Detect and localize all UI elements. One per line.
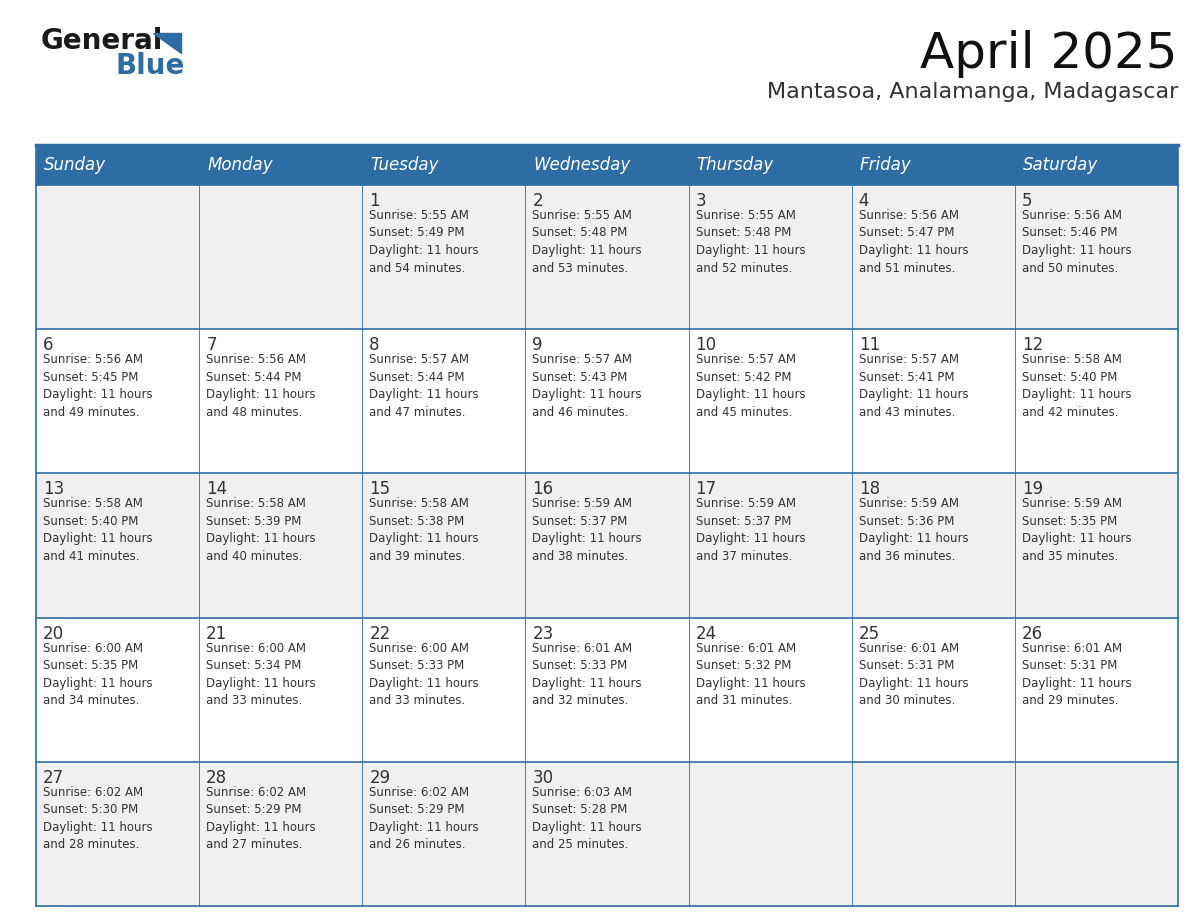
Text: Saturday: Saturday xyxy=(1023,156,1098,174)
Text: 17: 17 xyxy=(695,480,716,498)
Text: 12: 12 xyxy=(1022,336,1043,354)
Text: General: General xyxy=(42,27,164,55)
Text: 27: 27 xyxy=(43,768,64,787)
Text: Sunrise: 5:57 AM
Sunset: 5:44 PM
Daylight: 11 hours
and 47 minutes.: Sunrise: 5:57 AM Sunset: 5:44 PM Dayligh… xyxy=(369,353,479,419)
Bar xyxy=(36,185,1178,330)
Text: 2: 2 xyxy=(532,192,543,210)
Text: 28: 28 xyxy=(207,768,227,787)
Text: Mantasoa, Analamanga, Madagascar: Mantasoa, Analamanga, Madagascar xyxy=(766,82,1178,102)
Text: Sunrise: 5:56 AM
Sunset: 5:47 PM
Daylight: 11 hours
and 51 minutes.: Sunrise: 5:56 AM Sunset: 5:47 PM Dayligh… xyxy=(859,209,968,274)
Text: 7: 7 xyxy=(207,336,216,354)
Text: Thursday: Thursday xyxy=(696,156,773,174)
Text: Sunrise: 5:59 AM
Sunset: 5:37 PM
Daylight: 11 hours
and 37 minutes.: Sunrise: 5:59 AM Sunset: 5:37 PM Dayligh… xyxy=(695,498,805,563)
Bar xyxy=(36,618,1178,762)
Text: 16: 16 xyxy=(532,480,554,498)
Text: Sunrise: 5:58 AM
Sunset: 5:40 PM
Daylight: 11 hours
and 41 minutes.: Sunrise: 5:58 AM Sunset: 5:40 PM Dayligh… xyxy=(43,498,152,563)
Bar xyxy=(36,474,1178,618)
Text: Wednesday: Wednesday xyxy=(533,156,631,174)
Bar xyxy=(36,330,1178,474)
Text: 30: 30 xyxy=(532,768,554,787)
Text: 23: 23 xyxy=(532,624,554,643)
Text: Sunrise: 5:55 AM
Sunset: 5:49 PM
Daylight: 11 hours
and 54 minutes.: Sunrise: 5:55 AM Sunset: 5:49 PM Dayligh… xyxy=(369,209,479,274)
Text: 4: 4 xyxy=(859,192,870,210)
Text: Blue: Blue xyxy=(116,52,185,80)
Text: Sunrise: 5:58 AM
Sunset: 5:39 PM
Daylight: 11 hours
and 40 minutes.: Sunrise: 5:58 AM Sunset: 5:39 PM Dayligh… xyxy=(207,498,316,563)
Text: 14: 14 xyxy=(207,480,227,498)
Text: Tuesday: Tuesday xyxy=(371,156,438,174)
Text: 18: 18 xyxy=(859,480,880,498)
Text: Sunrise: 6:01 AM
Sunset: 5:31 PM
Daylight: 11 hours
and 29 minutes.: Sunrise: 6:01 AM Sunset: 5:31 PM Dayligh… xyxy=(1022,642,1131,707)
Text: Sunrise: 5:57 AM
Sunset: 5:41 PM
Daylight: 11 hours
and 43 minutes.: Sunrise: 5:57 AM Sunset: 5:41 PM Dayligh… xyxy=(859,353,968,419)
Text: 5: 5 xyxy=(1022,192,1032,210)
Text: Sunrise: 5:55 AM
Sunset: 5:48 PM
Daylight: 11 hours
and 52 minutes.: Sunrise: 5:55 AM Sunset: 5:48 PM Dayligh… xyxy=(695,209,805,274)
Text: Sunrise: 5:57 AM
Sunset: 5:43 PM
Daylight: 11 hours
and 46 minutes.: Sunrise: 5:57 AM Sunset: 5:43 PM Dayligh… xyxy=(532,353,642,419)
Text: 24: 24 xyxy=(695,624,716,643)
Text: 10: 10 xyxy=(695,336,716,354)
Text: Sunrise: 5:59 AM
Sunset: 5:36 PM
Daylight: 11 hours
and 36 minutes.: Sunrise: 5:59 AM Sunset: 5:36 PM Dayligh… xyxy=(859,498,968,563)
Text: Sunrise: 5:57 AM
Sunset: 5:42 PM
Daylight: 11 hours
and 45 minutes.: Sunrise: 5:57 AM Sunset: 5:42 PM Dayligh… xyxy=(695,353,805,419)
Text: 13: 13 xyxy=(43,480,64,498)
Text: Sunrise: 6:00 AM
Sunset: 5:34 PM
Daylight: 11 hours
and 33 minutes.: Sunrise: 6:00 AM Sunset: 5:34 PM Dayligh… xyxy=(207,642,316,707)
Text: 8: 8 xyxy=(369,336,380,354)
Text: 1: 1 xyxy=(369,192,380,210)
Text: Sunrise: 6:00 AM
Sunset: 5:33 PM
Daylight: 11 hours
and 33 minutes.: Sunrise: 6:00 AM Sunset: 5:33 PM Dayligh… xyxy=(369,642,479,707)
Text: Sunrise: 6:01 AM
Sunset: 5:33 PM
Daylight: 11 hours
and 32 minutes.: Sunrise: 6:01 AM Sunset: 5:33 PM Dayligh… xyxy=(532,642,642,707)
Text: 11: 11 xyxy=(859,336,880,354)
Polygon shape xyxy=(153,33,181,53)
Text: Sunrise: 5:58 AM
Sunset: 5:40 PM
Daylight: 11 hours
and 42 minutes.: Sunrise: 5:58 AM Sunset: 5:40 PM Dayligh… xyxy=(1022,353,1131,419)
Text: 3: 3 xyxy=(695,192,706,210)
Text: Sunrise: 5:56 AM
Sunset: 5:44 PM
Daylight: 11 hours
and 48 minutes.: Sunrise: 5:56 AM Sunset: 5:44 PM Dayligh… xyxy=(207,353,316,419)
Text: 9: 9 xyxy=(532,336,543,354)
Text: Sunrise: 5:56 AM
Sunset: 5:45 PM
Daylight: 11 hours
and 49 minutes.: Sunrise: 5:56 AM Sunset: 5:45 PM Dayligh… xyxy=(43,353,152,419)
Text: Sunrise: 6:02 AM
Sunset: 5:30 PM
Daylight: 11 hours
and 28 minutes.: Sunrise: 6:02 AM Sunset: 5:30 PM Dayligh… xyxy=(43,786,152,851)
Text: Sunrise: 6:03 AM
Sunset: 5:28 PM
Daylight: 11 hours
and 25 minutes.: Sunrise: 6:03 AM Sunset: 5:28 PM Dayligh… xyxy=(532,786,642,851)
Text: Monday: Monday xyxy=(207,156,273,174)
Text: 21: 21 xyxy=(207,624,227,643)
Text: Sunrise: 6:01 AM
Sunset: 5:31 PM
Daylight: 11 hours
and 30 minutes.: Sunrise: 6:01 AM Sunset: 5:31 PM Dayligh… xyxy=(859,642,968,707)
Text: Friday: Friday xyxy=(860,156,911,174)
Text: Sunrise: 6:01 AM
Sunset: 5:32 PM
Daylight: 11 hours
and 31 minutes.: Sunrise: 6:01 AM Sunset: 5:32 PM Dayligh… xyxy=(695,642,805,707)
Text: 25: 25 xyxy=(859,624,880,643)
Text: 22: 22 xyxy=(369,624,391,643)
Text: 20: 20 xyxy=(43,624,64,643)
Bar xyxy=(36,762,1178,906)
Text: Sunday: Sunday xyxy=(44,156,106,174)
Text: Sunrise: 5:59 AM
Sunset: 5:35 PM
Daylight: 11 hours
and 35 minutes.: Sunrise: 5:59 AM Sunset: 5:35 PM Dayligh… xyxy=(1022,498,1131,563)
Text: 15: 15 xyxy=(369,480,391,498)
Text: Sunrise: 6:00 AM
Sunset: 5:35 PM
Daylight: 11 hours
and 34 minutes.: Sunrise: 6:00 AM Sunset: 5:35 PM Dayligh… xyxy=(43,642,152,707)
Text: 29: 29 xyxy=(369,768,391,787)
Text: April 2025: April 2025 xyxy=(921,30,1178,78)
Text: Sunrise: 5:59 AM
Sunset: 5:37 PM
Daylight: 11 hours
and 38 minutes.: Sunrise: 5:59 AM Sunset: 5:37 PM Dayligh… xyxy=(532,498,642,563)
Text: Sunrise: 5:55 AM
Sunset: 5:48 PM
Daylight: 11 hours
and 53 minutes.: Sunrise: 5:55 AM Sunset: 5:48 PM Dayligh… xyxy=(532,209,642,274)
Text: 6: 6 xyxy=(43,336,53,354)
Text: Sunrise: 5:58 AM
Sunset: 5:38 PM
Daylight: 11 hours
and 39 minutes.: Sunrise: 5:58 AM Sunset: 5:38 PM Dayligh… xyxy=(369,498,479,563)
Text: 19: 19 xyxy=(1022,480,1043,498)
Bar xyxy=(36,145,1178,185)
Text: 26: 26 xyxy=(1022,624,1043,643)
Text: Sunrise: 6:02 AM
Sunset: 5:29 PM
Daylight: 11 hours
and 27 minutes.: Sunrise: 6:02 AM Sunset: 5:29 PM Dayligh… xyxy=(207,786,316,851)
Text: Sunrise: 6:02 AM
Sunset: 5:29 PM
Daylight: 11 hours
and 26 minutes.: Sunrise: 6:02 AM Sunset: 5:29 PM Dayligh… xyxy=(369,786,479,851)
Text: Sunrise: 5:56 AM
Sunset: 5:46 PM
Daylight: 11 hours
and 50 minutes.: Sunrise: 5:56 AM Sunset: 5:46 PM Dayligh… xyxy=(1022,209,1131,274)
